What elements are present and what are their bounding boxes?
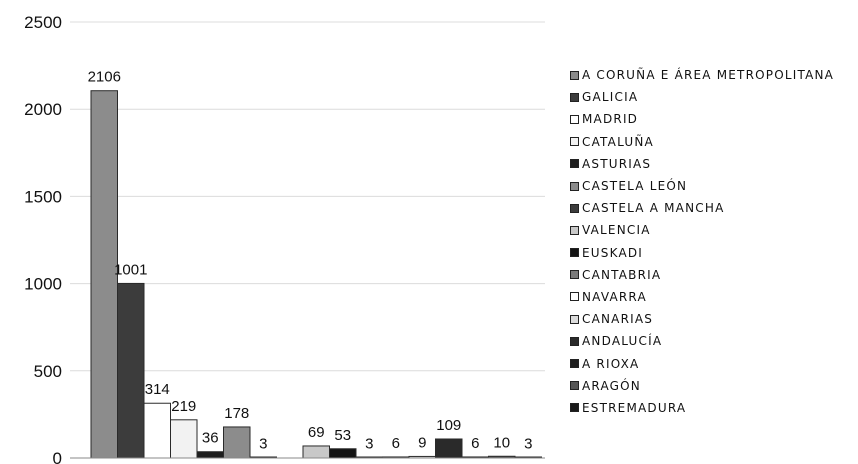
bar <box>143 402 171 459</box>
legend-label: CANARIAS <box>582 312 654 327</box>
y-tick-label: 500 <box>34 362 62 381</box>
data-label: 9 <box>418 434 426 451</box>
legend-label: VALENCIA <box>582 223 651 238</box>
legend-swatch <box>570 225 579 235</box>
legend-swatch <box>570 137 579 147</box>
data-label: 53 <box>334 427 351 444</box>
data-label: 3 <box>365 435 373 452</box>
legend-item: GALICIA <box>570 86 834 108</box>
legend-item: A CORUÑA E ÁREA METROPOLITANA <box>570 64 834 86</box>
legend-swatch <box>570 159 579 169</box>
data-label: 219 <box>171 398 196 415</box>
data-label: 69 <box>308 424 325 441</box>
data-label: 314 <box>145 381 170 398</box>
bar <box>170 419 198 459</box>
legend-label: NAVARRA <box>582 289 647 304</box>
legend-item: CATALUÑA <box>570 131 834 153</box>
data-label: 3 <box>259 435 267 452</box>
legend-item: CANARIAS <box>570 308 834 330</box>
y-tick-label: 1500 <box>24 187 62 206</box>
y-tick-label: 2000 <box>24 100 62 119</box>
legend-item: CASTELA LEÓN <box>570 175 834 197</box>
legend-item: CASTELA A MANCHA <box>570 197 834 219</box>
legend-label: CASTELA LEÓN <box>582 179 688 194</box>
y-tick-label: 2500 <box>24 13 62 32</box>
legend-item: EUSKADI <box>570 242 834 264</box>
bar <box>329 448 357 459</box>
legend-swatch <box>570 403 579 413</box>
bar <box>90 90 118 459</box>
y-tick-label: 0 <box>53 449 62 464</box>
legend-item: ARAGÓN <box>570 375 834 397</box>
legend-swatch <box>570 270 579 280</box>
legend-swatch <box>570 181 579 191</box>
legend-label: EUSKADI <box>582 245 644 260</box>
legend-label: ESTREMADURA <box>582 400 687 415</box>
legend-swatch <box>570 70 579 80</box>
bar <box>196 451 224 459</box>
legend: A CORUÑA E ÁREA METROPOLITANA GALICIA MADR… <box>570 64 834 419</box>
bar <box>302 445 330 459</box>
data-label: 10 <box>493 434 510 451</box>
legend-label: CASTELA A MANCHA <box>582 201 725 216</box>
legend-label: MADRID <box>582 112 639 127</box>
data-label: 178 <box>224 405 249 422</box>
data-label: 2106 <box>88 69 121 86</box>
legend-swatch <box>570 336 579 346</box>
legend-item: A RIOXA <box>570 352 834 374</box>
data-label: 36 <box>202 430 219 447</box>
data-label: 6 <box>392 435 400 452</box>
y-tick-label: 1000 <box>24 275 62 294</box>
data-label: 109 <box>436 417 461 434</box>
bar <box>223 426 251 459</box>
legend-item: NAVARRA <box>570 286 834 308</box>
legend-swatch <box>570 248 579 258</box>
legend-swatch <box>570 92 579 102</box>
legend-item: VALENCIA <box>570 219 834 241</box>
legend-swatch <box>570 203 579 213</box>
legend-item: CANTABRIA <box>570 264 834 286</box>
legend-swatch <box>570 314 579 324</box>
legend-label: ASTURIAS <box>582 156 652 171</box>
legend-label: CATALUÑA <box>582 134 654 149</box>
legend-label: A CORUÑA E ÁREA METROPOLITANA <box>582 68 835 83</box>
data-label: 6 <box>471 435 479 452</box>
legend-item: ESTREMADURA <box>570 397 834 419</box>
legend-swatch <box>570 292 579 302</box>
legend-label: ANDALUCÍA <box>582 334 663 349</box>
legend-swatch <box>570 359 579 369</box>
legend-item: MADRID <box>570 108 834 130</box>
bar <box>117 282 145 459</box>
y-axis-ticks: 0 500 1000 1500 2000 2500 <box>24 13 62 464</box>
bar <box>435 438 463 459</box>
gridlines <box>70 21 545 372</box>
legend-label: GALICIA <box>582 90 639 105</box>
legend-swatch <box>570 114 579 124</box>
legend-item: ASTURIAS <box>570 153 834 175</box>
legend-label: CANTABRIA <box>582 267 662 282</box>
bars <box>90 90 542 459</box>
legend-label: A RIOXA <box>582 356 640 371</box>
legend-swatch <box>570 381 579 391</box>
legend-label: ARAGÓN <box>582 378 641 393</box>
data-label: 3 <box>524 435 532 452</box>
data-label: 1001 <box>114 261 147 278</box>
legend-item: ANDALUCÍA <box>570 330 834 352</box>
